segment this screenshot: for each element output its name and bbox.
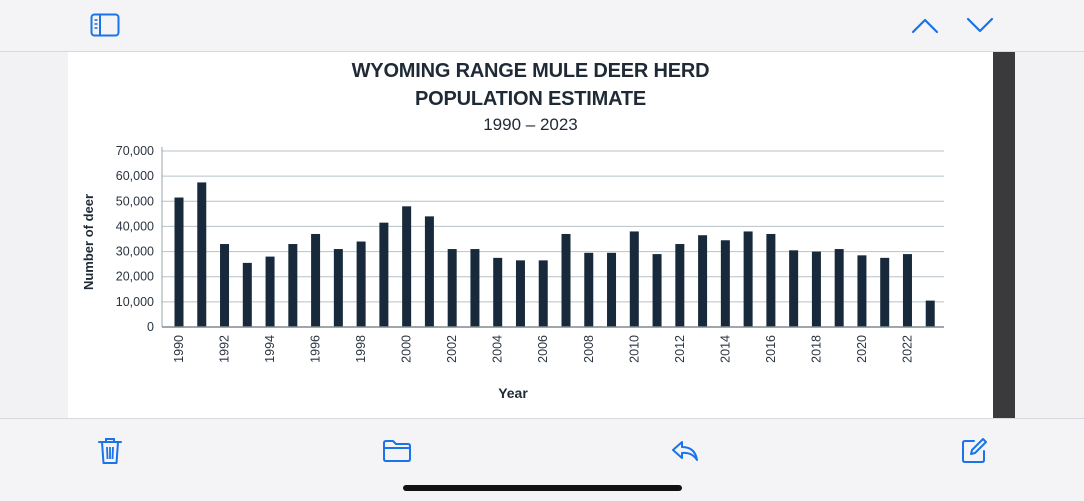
chart-subtitle: 1990 – 2023 <box>483 115 578 134</box>
y-tick-label: 10,000 <box>116 295 154 309</box>
x-tick-label: 1998 <box>354 335 368 363</box>
x-tick-label: 2010 <box>627 335 641 363</box>
bar-1991 <box>197 182 207 327</box>
x-tick-label: 2022 <box>900 335 914 363</box>
x-tick-label: 2012 <box>673 335 687 363</box>
chevron-down-icon[interactable] <box>966 16 994 34</box>
x-tick-label: 2004 <box>491 335 505 363</box>
bar-2010 <box>629 231 639 327</box>
bar-1999 <box>379 222 389 327</box>
bar-2018 <box>811 251 821 327</box>
bar-2002 <box>447 249 457 327</box>
y-tick-label: 0 <box>147 320 154 334</box>
chevron-up-icon[interactable] <box>911 16 939 34</box>
y-tick-label: 40,000 <box>116 219 154 233</box>
bar-2020 <box>857 255 867 327</box>
x-axis-label: Year <box>498 385 528 401</box>
home-indicator <box>403 485 682 491</box>
x-tick-label: 1994 <box>263 335 277 363</box>
y-tick-label: 30,000 <box>116 245 154 259</box>
x-tick-label: 1990 <box>172 335 186 363</box>
x-tick-label: 2016 <box>764 335 778 363</box>
bar-2012 <box>675 244 685 327</box>
x-tick-label: 1996 <box>309 335 323 363</box>
bar-2011 <box>652 254 662 327</box>
x-tick-label: 1992 <box>218 335 232 363</box>
bar-1994 <box>265 256 275 327</box>
y-tick-label: 70,000 <box>116 144 154 158</box>
bar-2005 <box>515 260 525 327</box>
bar-1997 <box>333 249 343 327</box>
bar-2016 <box>766 233 776 327</box>
y-tick-label: 60,000 <box>116 169 154 183</box>
bar-1993 <box>242 262 252 327</box>
y-axis-label: Number of deer <box>81 194 96 290</box>
sidebar-icon[interactable] <box>90 13 120 37</box>
x-tick-label: 2008 <box>582 335 596 363</box>
bar-1998 <box>356 241 366 327</box>
compose-icon[interactable] <box>960 437 988 465</box>
y-tick-label: 50,000 <box>116 194 154 208</box>
scroll-strip <box>993 52 1015 418</box>
y-tick-label: 20,000 <box>116 270 154 284</box>
chart-title-line1: WYOMING RANGE MULE DEER HERD <box>351 60 710 82</box>
x-tick-label: 2018 <box>809 335 823 363</box>
bar-2007 <box>561 233 571 327</box>
x-tick-label: 2014 <box>718 335 732 363</box>
x-tick-label: 2020 <box>855 335 869 363</box>
trash-icon[interactable] <box>97 436 123 466</box>
bar-2000 <box>402 206 412 327</box>
bar-2022 <box>902 254 912 327</box>
bar-1992 <box>220 244 230 327</box>
top-toolbar <box>0 0 1084 52</box>
bar-2004 <box>493 257 503 327</box>
bar-2023 <box>925 300 935 327</box>
x-tick-label: 2000 <box>400 335 414 363</box>
bar-chart: 0 10,000 20,000 30,000 40,000 50,000 60,000 70,… <box>81 144 944 401</box>
bar-1995 <box>288 244 298 327</box>
folder-icon[interactable] <box>382 439 412 463</box>
bar-2003 <box>470 249 480 327</box>
bar-2015 <box>743 231 753 327</box>
bar-2009 <box>607 252 617 327</box>
bar-2021 <box>880 257 890 327</box>
bar-2006 <box>538 260 548 327</box>
bar-1996 <box>311 233 321 327</box>
x-tick-label: 2002 <box>445 335 459 363</box>
reply-icon[interactable] <box>670 439 700 463</box>
bar-1990 <box>174 197 184 327</box>
bar-2014 <box>720 240 730 327</box>
x-tick-label: 2006 <box>536 335 550 363</box>
document-viewer[interactable]: WYOMING RANGE MULE DEER HERD POPULATION … <box>0 52 1084 418</box>
document-page: WYOMING RANGE MULE DEER HERD POPULATION … <box>68 52 993 418</box>
bar-2013 <box>698 235 708 327</box>
bar-2001 <box>424 216 434 327</box>
chart-title-line2: POPULATION ESTIMATE <box>414 88 646 110</box>
bar-2008 <box>584 252 594 327</box>
bar-2017 <box>789 250 799 327</box>
bar-2019 <box>834 249 844 327</box>
